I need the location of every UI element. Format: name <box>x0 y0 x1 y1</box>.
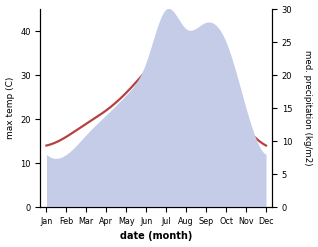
Y-axis label: max temp (C): max temp (C) <box>5 77 15 139</box>
X-axis label: date (month): date (month) <box>120 231 192 242</box>
Y-axis label: med. precipitation (kg/m2): med. precipitation (kg/m2) <box>303 50 313 166</box>
